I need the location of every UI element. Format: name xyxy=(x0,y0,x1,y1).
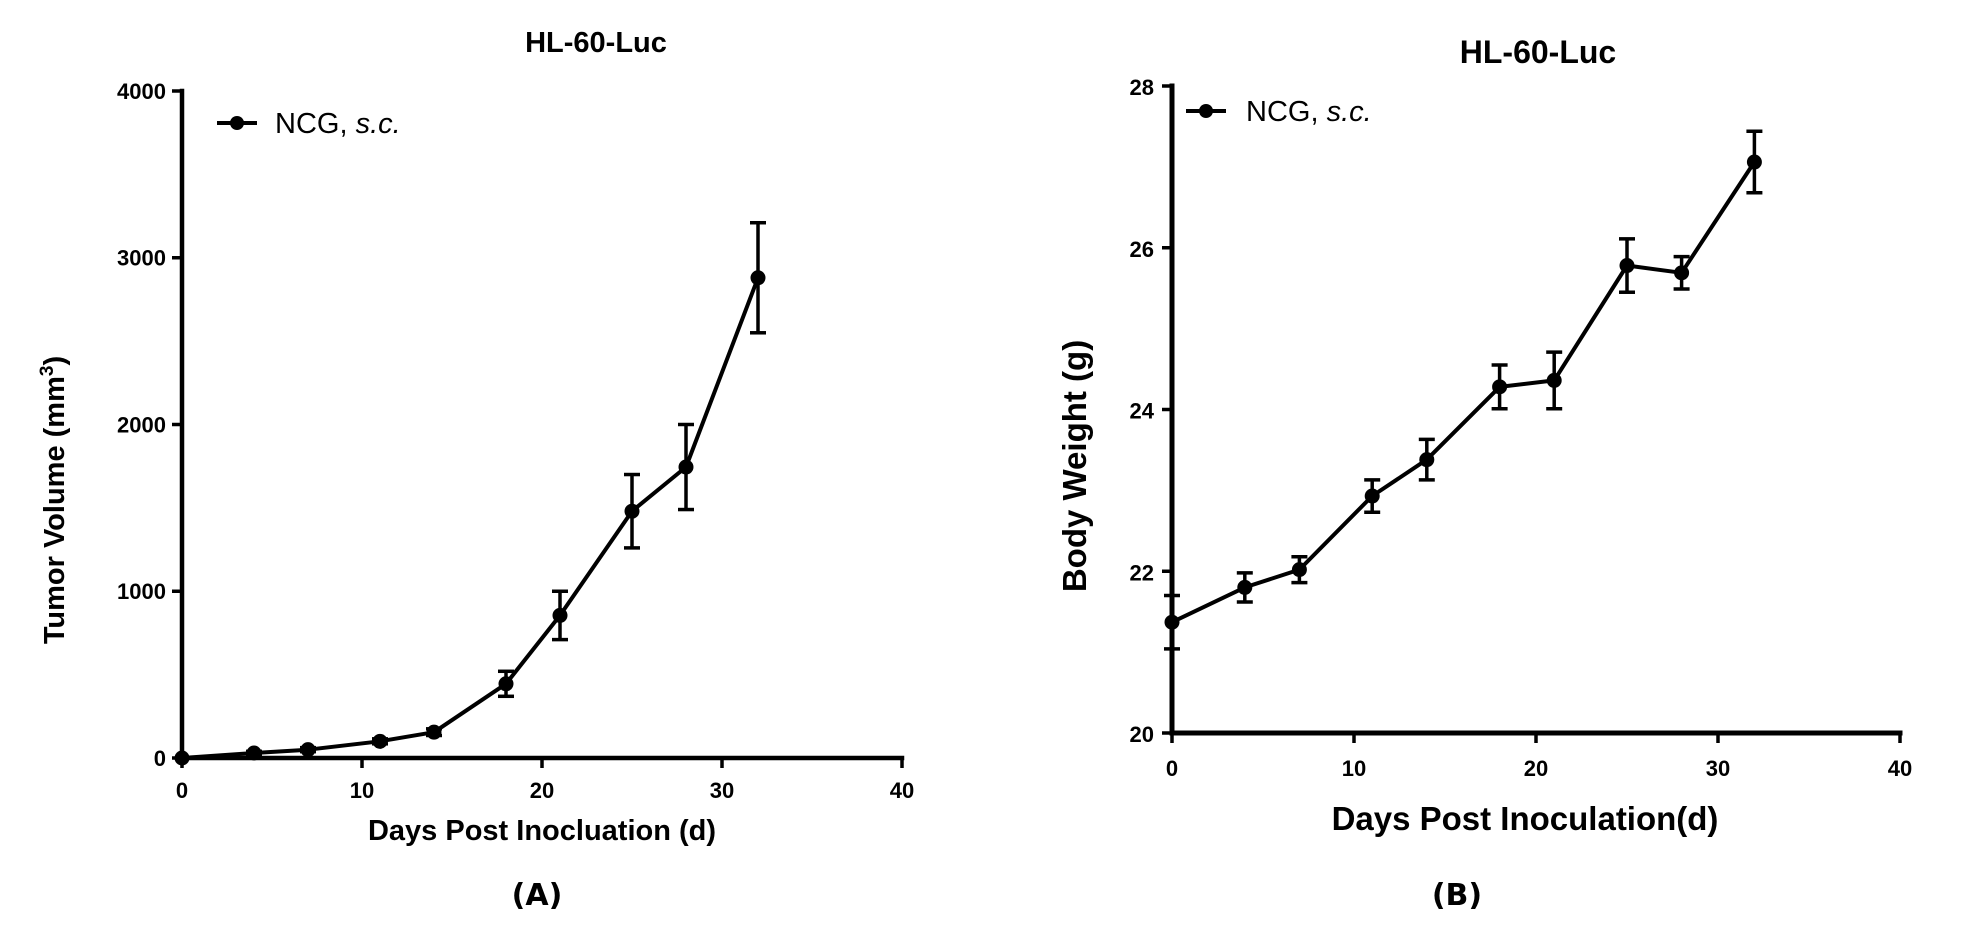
legend-marker xyxy=(230,116,244,130)
chart-a-axes xyxy=(179,88,905,761)
data-point xyxy=(426,724,442,740)
data-point xyxy=(1674,265,1690,281)
y-tick-label: 20 xyxy=(1130,722,1154,747)
data-point xyxy=(498,676,514,692)
y-tick-label: 28 xyxy=(1130,75,1154,100)
x-tick-label: 10 xyxy=(1342,756,1366,781)
series-line xyxy=(181,277,760,760)
data-point xyxy=(1419,452,1435,468)
chart-b-y-ticks: 20 22 24 26 28 xyxy=(1130,75,1172,747)
data-point xyxy=(678,459,694,475)
data-point xyxy=(174,750,190,766)
chart-a-y-label: Tumor Volume (mm3) xyxy=(37,356,71,644)
chart-b-axes xyxy=(1169,83,1903,736)
chart-b-y-label: Body Weight (g) xyxy=(1056,340,1093,592)
data-point xyxy=(372,733,388,749)
x-tick-label: 30 xyxy=(1706,756,1730,781)
data-point xyxy=(1364,488,1380,504)
x-tick-label: 30 xyxy=(710,778,734,803)
x-tick-label: 40 xyxy=(1888,756,1912,781)
y-tick-label: 2000 xyxy=(117,412,166,437)
x-tick-label: 40 xyxy=(890,778,914,803)
data-point xyxy=(1237,579,1253,595)
chart-b-panel-label: (B) xyxy=(1432,878,1482,913)
data-point xyxy=(750,270,766,286)
chart-a-x-ticks: 0 10 20 30 40 xyxy=(176,758,914,803)
y-tick-label: 1000 xyxy=(117,579,166,604)
chart-b-series xyxy=(1164,129,1763,651)
y-tick-label: 4000 xyxy=(117,79,166,104)
data-point xyxy=(1746,154,1762,170)
y-tick-label: 0 xyxy=(154,746,166,771)
x-tick-label: 0 xyxy=(176,778,188,803)
x-tick-label: 10 xyxy=(350,778,374,803)
data-point xyxy=(1546,372,1562,388)
chart-a-panel-label: (A) xyxy=(512,878,563,913)
data-point xyxy=(1492,379,1508,395)
data-point xyxy=(1619,258,1635,274)
y-tick-label: 26 xyxy=(1130,237,1154,262)
data-point xyxy=(300,742,316,758)
y-tick-label: 3000 xyxy=(117,246,166,271)
chart-a: HL-60-Luc 0 1000 2000 3000 4000 0 10 20 30 40 Tu… xyxy=(37,27,914,913)
data-point xyxy=(552,607,568,623)
legend-marker xyxy=(1199,104,1213,118)
data-point xyxy=(624,503,640,519)
legend-label: NCG, s.c. xyxy=(1246,96,1372,128)
chart-b: HL-60-Luc 20 22 24 26 28 0 10 20 30 40 Body Weig… xyxy=(1056,34,1912,913)
chart-b-legend: NCG, s.c. xyxy=(1186,96,1372,128)
chart-a-y-ticks: 0 1000 2000 3000 4000 xyxy=(117,79,182,771)
legend-label: NCG, s.c. xyxy=(275,108,401,140)
chart-a-legend: NCG, s.c. xyxy=(217,108,401,140)
chart-a-x-label: Days Post Inocluation (d) xyxy=(368,815,716,847)
x-tick-label: 0 xyxy=(1166,756,1178,781)
chart-a-series xyxy=(174,220,766,766)
data-point xyxy=(1164,614,1180,630)
x-tick-label: 20 xyxy=(1524,756,1548,781)
y-tick-label: 22 xyxy=(1130,560,1154,585)
chart-a-title: HL-60-Luc xyxy=(525,27,667,59)
x-tick-label: 20 xyxy=(530,778,554,803)
data-point xyxy=(246,745,262,761)
data-point xyxy=(1291,562,1307,578)
chart-b-x-label: Days Post Inoculation(d) xyxy=(1332,800,1719,837)
chart-b-title: HL-60-Luc xyxy=(1460,34,1616,70)
chart-b-x-ticks: 0 10 20 30 40 xyxy=(1166,733,1912,781)
y-tick-label: 24 xyxy=(1130,399,1155,424)
series-line xyxy=(1171,160,1757,625)
